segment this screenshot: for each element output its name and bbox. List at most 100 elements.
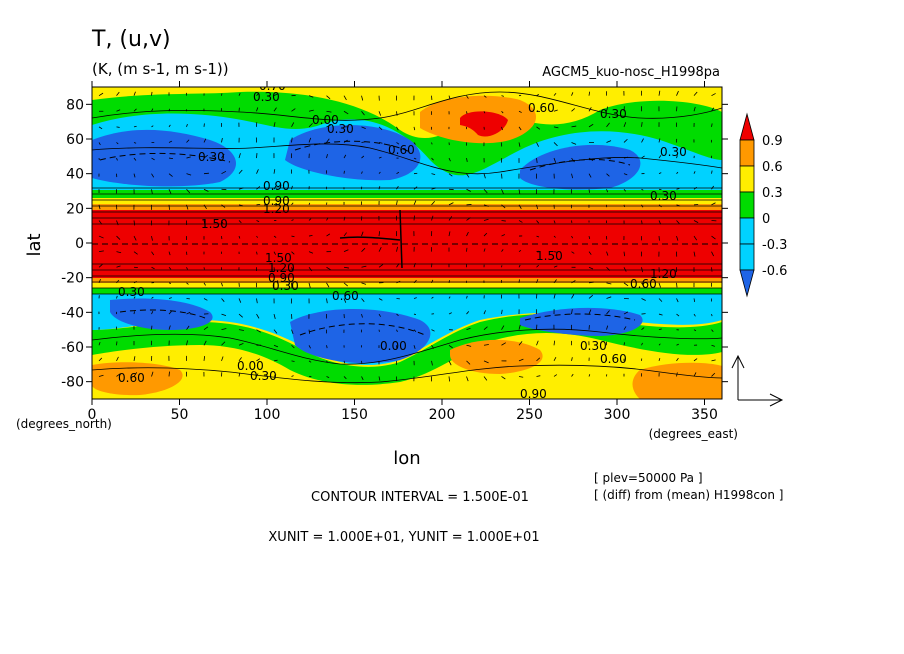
contour-label: 0.60 [600,352,627,366]
wind-arrow [536,235,540,238]
wind-arrow [133,356,136,361]
wind-arrow [291,267,294,272]
wind-arrow [588,173,592,178]
field-yellow-trop-n [92,198,722,204]
wind-arrow [308,329,310,334]
wind-arrow [431,157,434,161]
wind-arrow [238,372,241,377]
wind-arrow [693,235,698,241]
wind-arrow [431,201,436,206]
contour-label: 0.30 [600,107,627,121]
field-green-trop-s [92,288,722,294]
contour-label: 0.60 [332,289,359,303]
contour-label: 0.30 [327,122,354,136]
wind-arrow [186,311,191,315]
wind-arrow [378,298,383,301]
wind-arrow [711,313,713,317]
wind-arrow [256,298,258,304]
wind-arrow [186,123,188,127]
wind-arrow [98,341,101,346]
wind-arrow [606,106,609,112]
wind-arrow [431,187,436,190]
wind-arrow [151,189,153,195]
contour-label: 0.30 [198,150,225,164]
wind-arrow [273,202,277,206]
wind-arrow [361,171,363,174]
wind-arrow [291,251,295,255]
wind-arrow [571,251,575,254]
wind-arrow [378,231,381,237]
wind-arrow [98,92,104,97]
wind-arrow [466,111,468,114]
wind-arrow [518,204,522,209]
wind-arrow [343,249,349,253]
y-unit-label: (degrees_north) [16,417,112,431]
wind-arrow [606,251,609,256]
wind-arrow [571,157,575,163]
wind-arrow [536,340,539,346]
y-tick-label: 80 [66,97,84,113]
colorbar-segment [739,217,755,245]
wind-arrow [658,357,661,361]
wind-arrow [501,342,506,346]
field-orange-south-3 [632,362,722,399]
wind-arrow [693,106,696,112]
wind-arrow [168,124,171,128]
wind-arrow [168,311,172,315]
contour-label: 0.90 [263,194,290,208]
wind-arrow [483,248,486,252]
wind-arrow [588,157,594,161]
wind-arrow [623,342,625,346]
wind-arrow [361,95,364,101]
contour-label: 0.00 [237,359,264,373]
wind-arrow [501,189,504,194]
wind-arrow [413,126,416,131]
plev-info: [ plev=50000 Pa ] [594,471,703,485]
wind-arrow [536,204,539,210]
wind-arrow [273,122,276,127]
colorbar-segment [739,243,755,271]
wind-arrow [308,218,312,221]
wind-arrow [571,92,574,96]
wind-arrow [396,185,399,190]
wind-arrow [501,204,506,209]
wind-arrow [606,282,612,285]
wind-arrow [623,326,627,330]
reference-vector [731,354,784,407]
wind-arrow [133,173,136,178]
wind-arrow [483,95,487,98]
wind-arrow [571,125,577,128]
wind-arrow [291,329,294,334]
wind-arrow [448,95,451,100]
contour-label: 1.20 [268,261,295,275]
wind-arrow [413,313,417,316]
wind-arrow [571,108,576,112]
wind-arrow [151,108,154,112]
wind-arrow [483,204,489,207]
wind-arrow [518,264,521,268]
wind-arrow [676,313,680,317]
wind-arrow [588,235,591,240]
colorbar-segment [739,139,755,167]
wind-arrow [431,345,435,349]
wind-arrow [273,313,276,319]
wind-arrow [396,313,399,316]
contour-label: 0.60 [528,101,555,115]
wind-arrow [693,220,699,223]
wind-arrow [151,266,155,270]
contour-label-group: 0.700.300.60 0.300.000.300.600.300.900.30… [118,87,687,399]
wind-arrow [378,126,383,131]
wind-arrow [448,312,452,315]
wind-arrow [501,234,506,237]
wind-arrow [186,204,189,210]
wind-arrow [501,220,506,222]
wind-arrow [676,372,678,377]
wind-arrow [133,251,138,255]
wind-arrow [413,263,416,268]
wind-arrow [413,215,415,221]
wind-arrow [431,215,434,221]
wind-arrow [133,372,138,377]
wind-arrow [203,340,207,346]
colorbar-tick-label: 0 [762,212,770,227]
